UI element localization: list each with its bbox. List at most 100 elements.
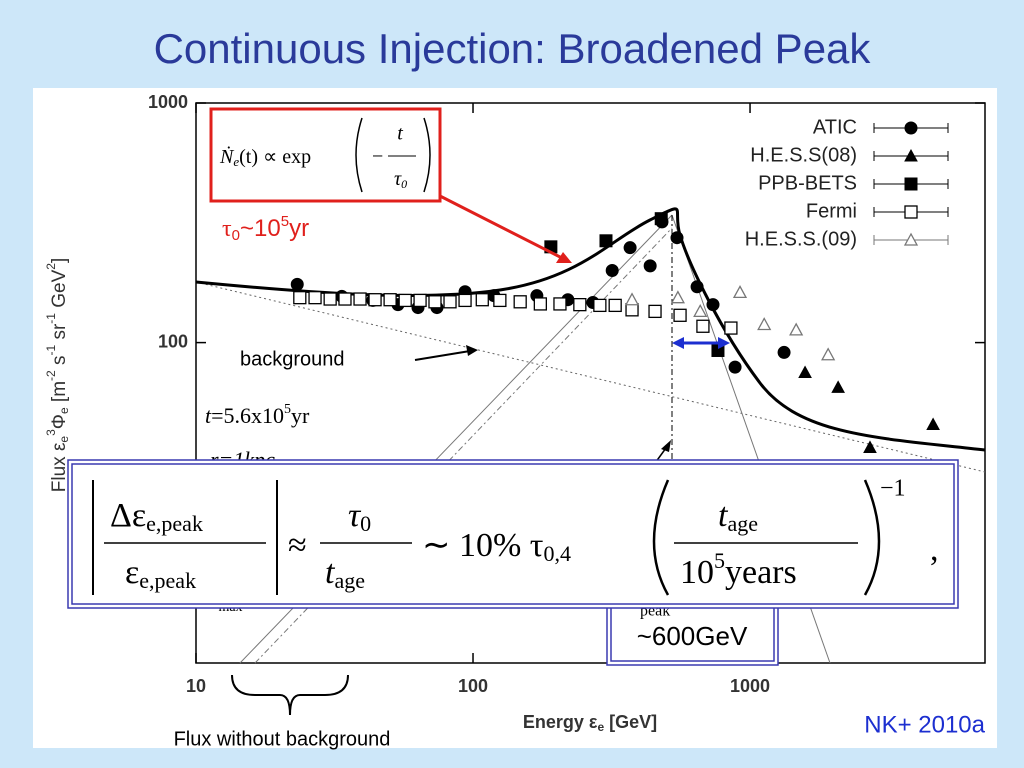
label-part: e	[57, 436, 71, 443]
x-tick-label: 100	[458, 676, 488, 696]
data-point	[553, 297, 567, 311]
background-label: background	[240, 348, 345, 370]
arrow-head	[661, 440, 671, 452]
label-part: 3	[44, 429, 58, 436]
data-point	[777, 345, 791, 359]
data-point	[757, 317, 772, 331]
data-point	[654, 212, 668, 226]
label-part: yr	[291, 403, 310, 428]
peak-width-formula: Δεe,peak εe,peak ≈ τ0 tage ∼ 10% τ0,4 ta…	[92, 476, 939, 596]
formula-part: (t) ∝ exp	[239, 146, 311, 168]
legend-marker	[903, 232, 919, 246]
data-point	[696, 319, 710, 333]
tau-label: τ0~105yr	[222, 213, 309, 244]
legend-marker	[904, 177, 918, 191]
label-part: 5	[284, 402, 291, 417]
label-part: [m	[49, 381, 70, 407]
x-tick-label: 10	[186, 676, 206, 696]
formula-part: years	[725, 554, 797, 591]
data-point	[428, 295, 442, 309]
data-point	[690, 280, 704, 294]
formula-part: εe,peak	[125, 554, 196, 593]
plot: ATIC H.E.S.S(08) PPB-BETS Fermi H.E.S.S.(09)	[195, 102, 986, 664]
arrow-head	[556, 252, 572, 263]
formula-part: tage	[718, 497, 758, 536]
data-point	[605, 263, 619, 277]
data-point	[673, 308, 687, 322]
label-part: 2	[44, 263, 58, 270]
label-part: [GeV]	[604, 712, 657, 732]
formula-part: Δεe,peak	[110, 497, 203, 536]
arrow	[414, 350, 471, 361]
label-part: =5.6x10	[211, 403, 284, 428]
label-part: 0	[232, 227, 240, 244]
legend-label: Fermi	[806, 200, 857, 222]
injection-formula: Ṅe(t) ∝ exp	[219, 145, 311, 169]
legend-marker	[904, 148, 918, 162]
data-point	[323, 292, 337, 306]
data-point	[383, 293, 397, 307]
formula-part: 105years	[680, 548, 797, 591]
age-label: t=5.6x105yr	[205, 402, 310, 428]
data-point	[533, 297, 547, 311]
legend-label: ATIC	[813, 116, 857, 138]
data-point	[608, 298, 622, 313]
data-point	[398, 293, 412, 308]
data-point	[926, 417, 940, 431]
label-part: τ	[222, 216, 232, 242]
legend-marker	[904, 121, 918, 135]
paren	[355, 117, 363, 193]
data-point	[732, 285, 748, 299]
formula-part: tage	[325, 554, 365, 593]
background-curve	[195, 281, 986, 473]
formula-part: t	[325, 554, 336, 591]
formula-part: Δε	[110, 497, 146, 534]
y-tick-label: 100	[158, 331, 188, 351]
data-point	[789, 322, 804, 336]
label-part: t	[205, 403, 212, 428]
data-point	[863, 440, 877, 453]
data-point	[573, 298, 587, 312]
formula-part: age	[334, 568, 365, 593]
formula-part: t	[718, 497, 729, 534]
formula-part: τ0	[394, 168, 407, 191]
arrow-head	[672, 337, 684, 349]
formula-part: ∼ 10% τ0,4	[422, 527, 571, 566]
x-axis-label: Energy εe [GeV]	[523, 712, 657, 734]
formula-part: ε	[125, 554, 139, 591]
data-point	[513, 295, 527, 309]
formula-part: −	[372, 146, 383, 168]
data-point	[821, 347, 836, 361]
formula-part: Ṅ	[219, 145, 235, 168]
y-axis-label: Flux εe3Φe [m-2 s-1 sr-1 GeV2]	[44, 258, 71, 492]
formula-part: τ	[348, 497, 362, 534]
data-point	[798, 365, 812, 379]
data-point	[623, 241, 637, 255]
data-point	[625, 303, 639, 317]
formula-part: 0	[401, 177, 407, 191]
x-tick-label: 1000	[730, 676, 770, 696]
label-part: sr	[49, 323, 70, 345]
red-arrow	[439, 194, 567, 262]
data-point	[368, 293, 382, 307]
formula-part: 0	[360, 511, 371, 536]
brace	[231, 674, 349, 716]
data-point	[293, 291, 307, 305]
data-point	[593, 298, 607, 313]
data-point	[670, 231, 684, 245]
data-point	[338, 292, 352, 306]
data-point	[353, 292, 367, 306]
data-point	[724, 321, 738, 335]
formula-box	[67, 459, 959, 609]
legend: ATIC H.E.S.S(08) PPB-BETS Fermi H.E.S.S.(09)	[745, 116, 949, 250]
formula-part: e,peak	[146, 511, 203, 536]
label-part: e	[597, 720, 604, 734]
formula-part: −1	[880, 476, 906, 502]
label-part: ~10	[240, 215, 281, 242]
injection-box	[209, 107, 442, 203]
label-part: -2	[44, 370, 58, 381]
data-point	[648, 304, 662, 319]
data-point	[493, 293, 507, 308]
legend-label: H.E.S.S(08)	[750, 144, 857, 166]
